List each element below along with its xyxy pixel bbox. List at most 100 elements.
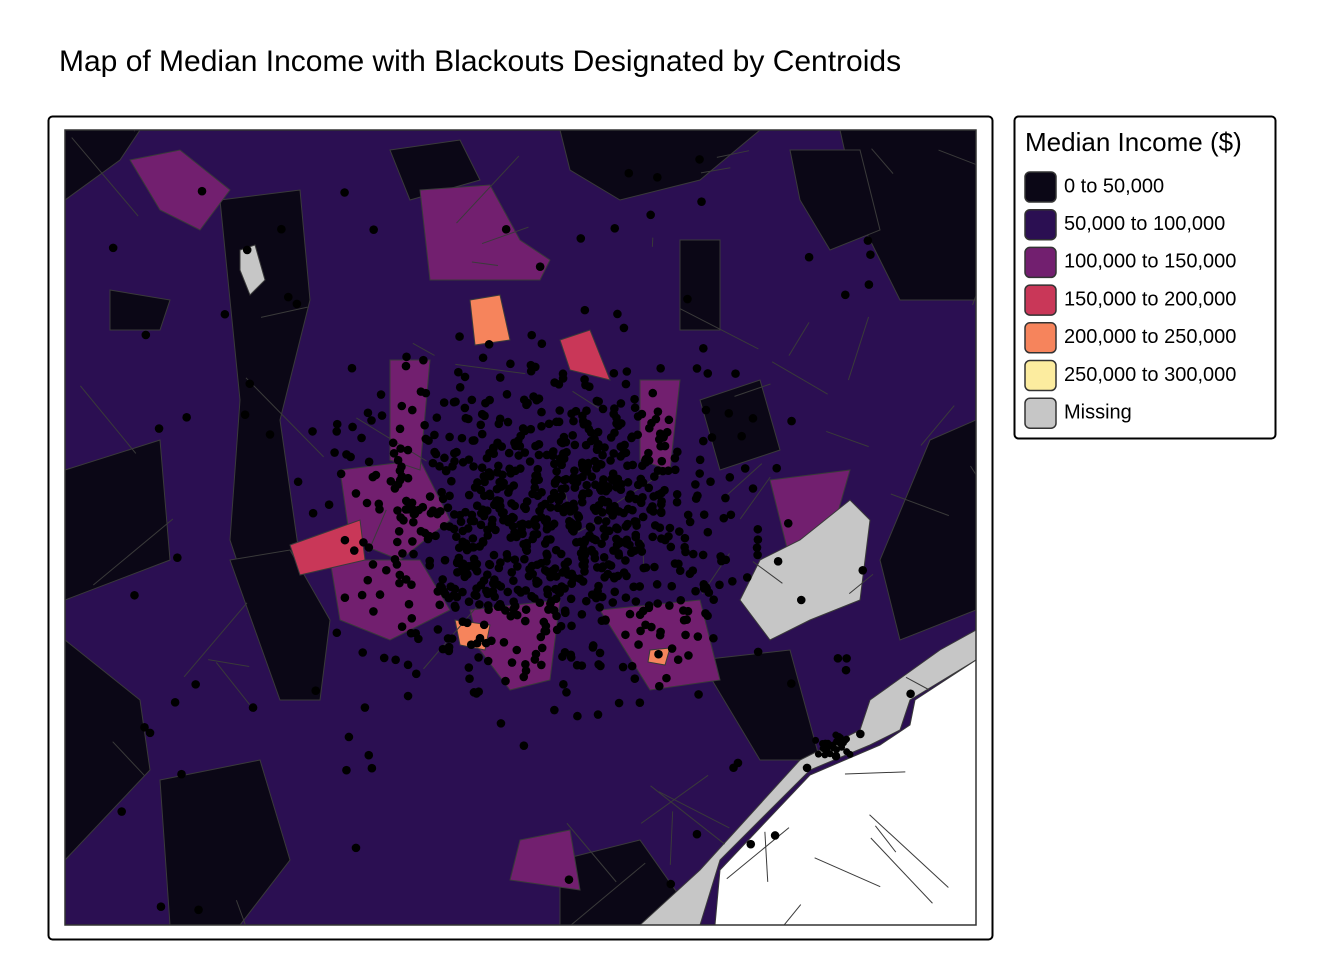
centroid: [561, 606, 570, 615]
centroid: [553, 475, 562, 484]
centroid: [541, 539, 550, 548]
centroid: [571, 441, 580, 450]
centroid: [519, 673, 528, 682]
centroid: [277, 225, 286, 234]
centroid: [438, 575, 447, 584]
centroid: [398, 549, 407, 558]
centroid: [337, 470, 346, 479]
centroid: [342, 766, 351, 775]
centroid: [395, 527, 404, 536]
centroid: [699, 437, 708, 446]
centroid: [369, 560, 378, 569]
centroid: [567, 579, 576, 588]
centroid: [479, 353, 488, 362]
centroid: [639, 513, 648, 522]
centroid: [533, 491, 542, 500]
centroid: [743, 573, 752, 582]
centroid: [599, 405, 608, 414]
centroid: [266, 430, 275, 439]
centroid: [404, 446, 413, 455]
centroid: [444, 503, 453, 512]
centroid: [359, 538, 368, 547]
centroid: [469, 534, 478, 543]
centroid: [542, 627, 551, 636]
centroid: [357, 434, 366, 443]
centroid: [396, 466, 405, 475]
centroid: [485, 340, 494, 349]
centroid: [548, 451, 557, 460]
centroid: [653, 580, 662, 589]
centroid: [341, 536, 350, 545]
centroid: [352, 489, 361, 498]
centroid: [594, 516, 603, 525]
centroid: [584, 489, 593, 498]
centroid: [578, 554, 587, 563]
centroid: [519, 424, 528, 433]
centroid: [446, 582, 455, 591]
centroid: [737, 432, 746, 441]
centroid: [728, 577, 737, 586]
centroid: [485, 468, 494, 477]
centroid: [555, 406, 564, 415]
centroid: [494, 462, 503, 471]
centroid: [648, 533, 657, 542]
centroid: [333, 628, 342, 637]
centroid: [552, 418, 561, 427]
centroid: [619, 663, 628, 672]
centroid: [753, 551, 762, 560]
centroid: [309, 509, 318, 518]
centroid: [293, 300, 302, 309]
centroid: [364, 409, 373, 418]
centroid: [241, 410, 250, 419]
centroid: [532, 577, 541, 586]
centroid: [441, 556, 450, 565]
centroid: [655, 682, 664, 691]
centroid: [653, 173, 662, 182]
legend-label: 0 to 50,000: [1064, 175, 1164, 197]
centroid: [628, 461, 637, 470]
centroid: [480, 512, 489, 521]
centroid: [689, 550, 698, 559]
centroid: [525, 565, 534, 574]
centroid: [578, 610, 587, 619]
centroid: [578, 661, 587, 670]
centroid: [635, 582, 644, 591]
centroid: [408, 537, 417, 546]
centroid: [476, 420, 485, 429]
centroid: [504, 418, 513, 427]
centroid: [478, 430, 487, 439]
centroid: [632, 521, 641, 530]
centroid: [547, 597, 556, 606]
centroid: [753, 525, 762, 534]
centroid: [477, 581, 486, 590]
centroid: [634, 640, 643, 649]
centroid: [245, 379, 254, 388]
centroid: [243, 246, 252, 255]
centroid: [538, 644, 547, 653]
centroid: [506, 469, 515, 478]
centroid: [600, 553, 609, 562]
centroid: [440, 454, 449, 463]
centroid: [604, 560, 613, 569]
centroid: [497, 719, 506, 728]
centroid: [547, 495, 556, 504]
centroid: [582, 406, 591, 415]
centroid: [542, 550, 551, 559]
legend-swatch: [1025, 247, 1056, 277]
legend-title: Median Income ($): [1025, 127, 1242, 157]
centroid: [749, 484, 758, 493]
centroid: [651, 521, 660, 530]
centroid: [554, 586, 563, 595]
centroid: [437, 488, 446, 497]
centroid: [558, 568, 567, 577]
centroid: [330, 448, 339, 457]
centroid: [389, 439, 398, 448]
centroid: [666, 880, 675, 889]
centroid: [194, 905, 203, 914]
centroid: [473, 478, 482, 487]
centroid: [551, 564, 560, 573]
centroid: [558, 453, 567, 462]
legend-swatch: [1025, 361, 1056, 391]
centroid: [668, 644, 677, 653]
centroid: [386, 477, 395, 486]
